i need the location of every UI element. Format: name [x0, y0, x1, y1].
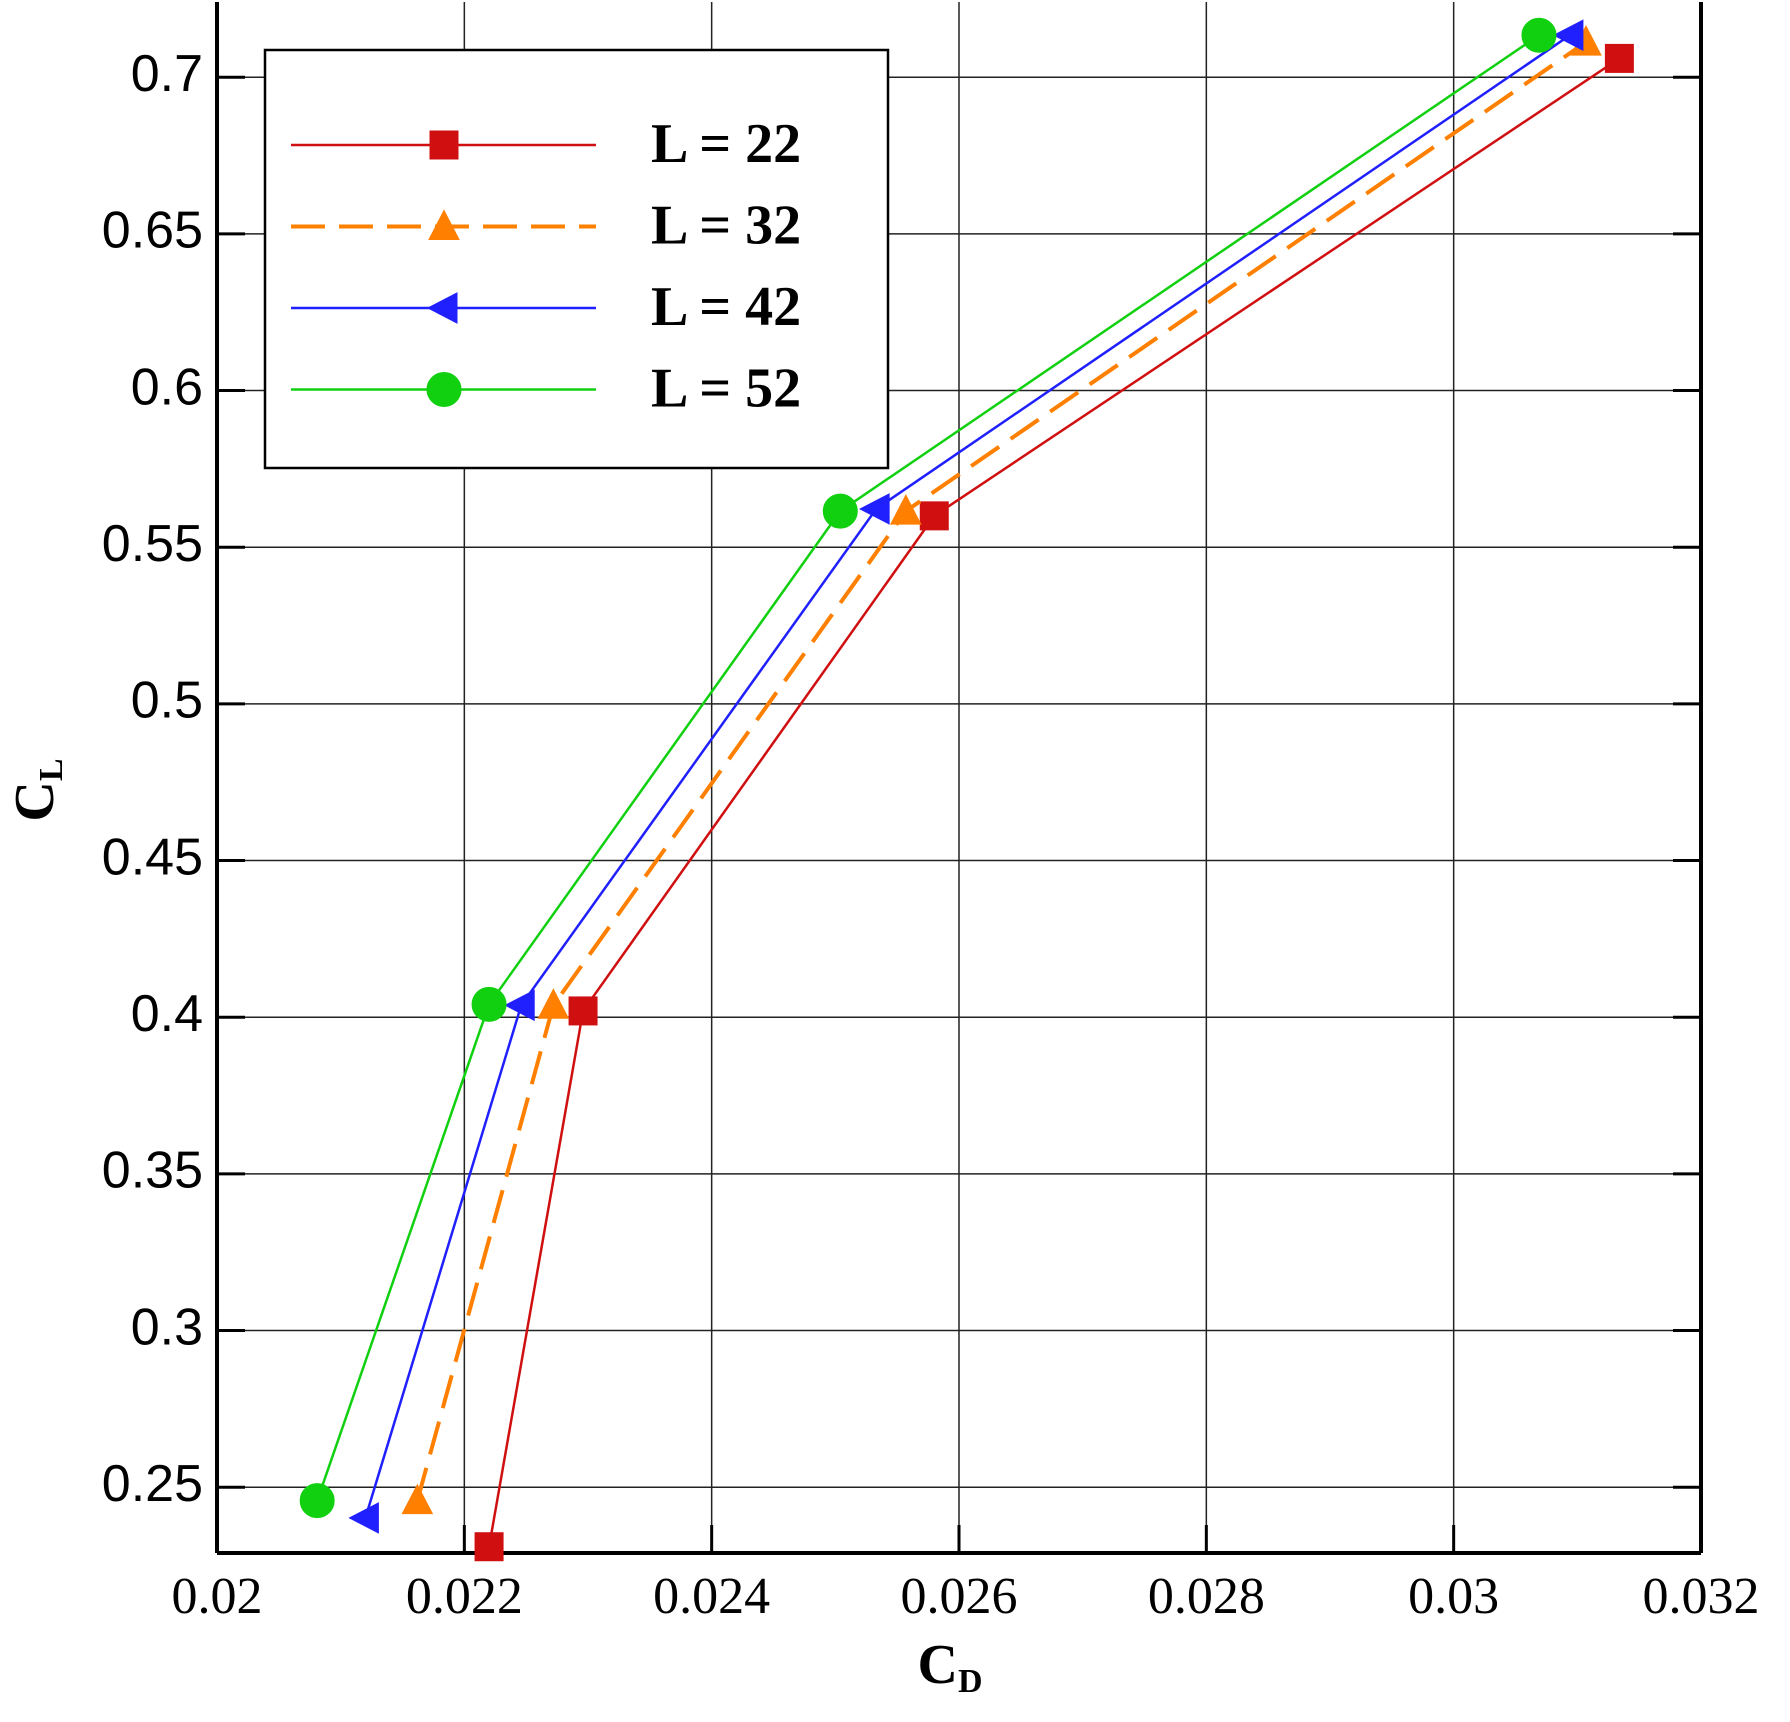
marker [299, 1483, 335, 1519]
y-axis-title-main: C [4, 781, 66, 821]
legend-marker [429, 130, 459, 160]
x-tick-label: 0.03 [1408, 1568, 1499, 1625]
legend-marker [426, 292, 458, 324]
x-axis-title-sub: D [958, 1663, 983, 1700]
y-tick-label: 0.65 [102, 202, 203, 260]
legend-label: L = 22 [651, 113, 801, 175]
series-line [487, 57, 1621, 1547]
legend-marker [426, 372, 462, 407]
y-tick-label: 0.6 [131, 358, 203, 416]
marker [471, 986, 507, 1022]
series-line [364, 34, 1571, 1519]
x-axis-title: CD [917, 1634, 982, 1700]
y-axis-title-sub: L [33, 758, 70, 781]
y-tick-label: 0.7 [131, 45, 203, 103]
marker [919, 501, 949, 531]
marker [859, 493, 890, 525]
marker [822, 493, 858, 529]
legend-box [263, 48, 890, 470]
marker [1521, 17, 1557, 53]
marker [348, 1502, 379, 1534]
legend-label: L = 32 [651, 194, 801, 256]
x-axis-title-main: C [917, 1634, 957, 1696]
marker [568, 996, 598, 1026]
marker [890, 494, 922, 525]
legend-marker [428, 209, 460, 240]
legend-label: L = 52 [651, 357, 801, 419]
x-tick-label: 0.024 [653, 1568, 770, 1625]
x-tick-label: 0.02 [172, 1568, 263, 1625]
y-tick-label: 0.45 [102, 828, 203, 886]
y-axis-title: CL [4, 758, 70, 821]
y-tick-label: 0.35 [102, 1142, 203, 1200]
y-tick-label: 0.25 [102, 1455, 203, 1513]
series-line [315, 34, 1540, 1502]
marker [1604, 43, 1634, 73]
x-tick-label: 0.032 [1643, 1568, 1760, 1625]
x-tick-label: 0.026 [901, 1568, 1018, 1625]
legend-label: L = 42 [651, 276, 801, 338]
y-tick-label: 0.4 [131, 985, 203, 1043]
series-line [415, 40, 1588, 1502]
marker [474, 1532, 504, 1562]
marker [401, 1483, 434, 1515]
x-tick-label: 0.022 [406, 1568, 523, 1625]
x-tick-label: 0.028 [1148, 1568, 1265, 1625]
y-tick-label: 0.5 [131, 672, 203, 730]
marker [537, 988, 570, 1019]
y-tick-label: 0.55 [102, 515, 203, 573]
y-tick-label: 0.3 [131, 1298, 203, 1356]
marker [504, 989, 535, 1022]
marker [1552, 19, 1584, 52]
